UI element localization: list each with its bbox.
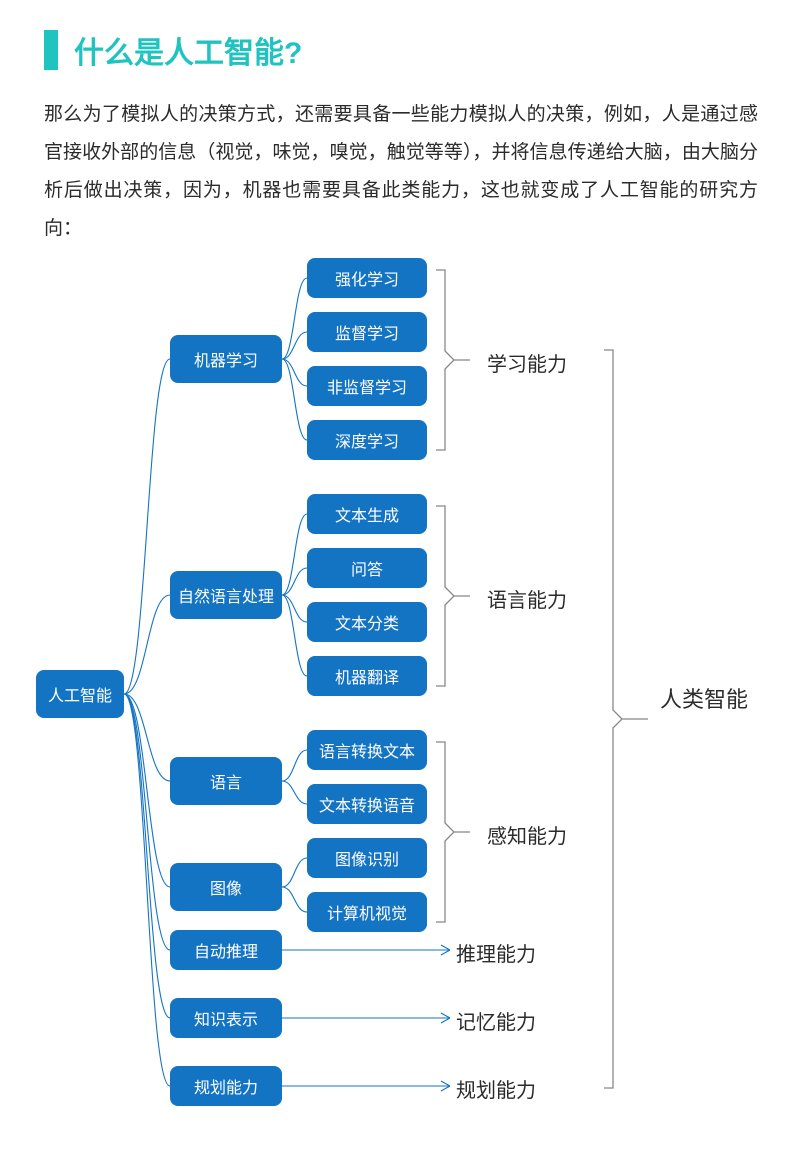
node-qa: 问答 bbox=[307, 548, 427, 588]
label-percept: 感知能力 bbox=[487, 820, 567, 849]
page-title: 什么是人工智能? bbox=[74, 28, 302, 72]
node-know: 知识表示 bbox=[170, 998, 282, 1038]
page-header: 什么是人工智能? bbox=[0, 0, 802, 72]
node-mt: 机器翻译 bbox=[307, 656, 427, 696]
node-sl: 监督学习 bbox=[307, 312, 427, 352]
node-reason: 自动推理 bbox=[170, 930, 282, 970]
node-tts: 文本转换语音 bbox=[307, 784, 427, 824]
node-ml: 机器学习 bbox=[170, 335, 282, 383]
node-nlp: 自然语言处理 bbox=[170, 571, 282, 619]
node-stt: 语言转换文本 bbox=[307, 730, 427, 770]
header-accent-bar bbox=[44, 30, 58, 70]
node-speech: 语言 bbox=[170, 757, 282, 805]
node-usl: 非监督学习 bbox=[307, 366, 427, 406]
node-dl: 深度学习 bbox=[307, 420, 427, 460]
node-tg: 文本生成 bbox=[307, 494, 427, 534]
node-tc: 文本分类 bbox=[307, 602, 427, 642]
node-cv: 计算机视觉 bbox=[307, 892, 427, 932]
label-human: 人类智能 bbox=[660, 682, 748, 714]
ai-tree-diagram: 人工智能 机器学习自然语言处理语言图像自动推理知识表示规划能力 强化学习监督学习非监… bbox=[0, 258, 802, 1138]
node-plan: 规划能力 bbox=[170, 1066, 282, 1106]
node-rl: 强化学习 bbox=[307, 258, 427, 298]
label-learn: 学习能力 bbox=[487, 348, 567, 377]
node-ir: 图像识别 bbox=[307, 838, 427, 878]
label-memory: 记忆能力 bbox=[456, 1006, 536, 1035]
label-reason_l: 推理能力 bbox=[456, 938, 536, 967]
node-image: 图像 bbox=[170, 863, 282, 911]
label-plan_l: 规划能力 bbox=[456, 1074, 536, 1103]
intro-paragraph: 那么为了模拟人的决策方式，还需要具备一些能力模拟人的决策，例如，人是通过感官接收… bbox=[0, 72, 802, 258]
node-root: 人工智能 bbox=[36, 670, 124, 718]
label-lang: 语言能力 bbox=[487, 584, 567, 613]
